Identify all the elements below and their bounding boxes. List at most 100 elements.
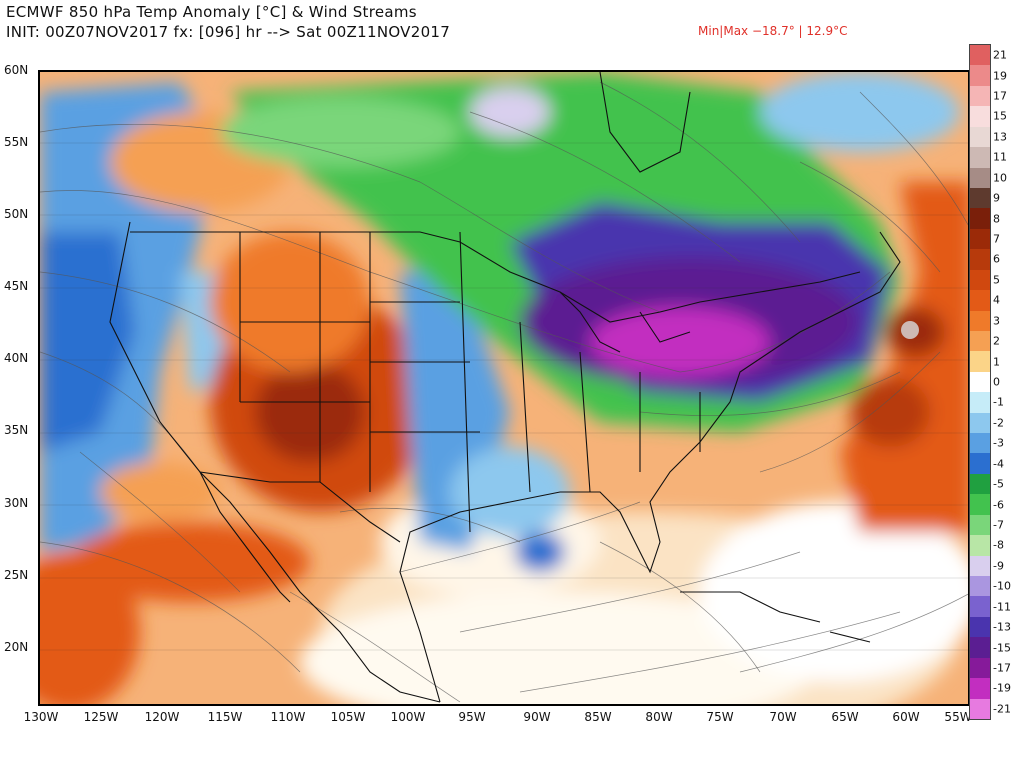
cyclone-core xyxy=(901,321,919,339)
colorbar-tick-label: 4 xyxy=(993,293,1000,307)
colorbar-tick-label: -5 xyxy=(993,477,1004,491)
colorbar-tick-label: 0 xyxy=(993,375,1000,389)
colorbar-tick-label: -19 xyxy=(993,681,1011,695)
colorbar-segment xyxy=(970,657,990,679)
lat-label: 60N xyxy=(4,63,29,77)
colorbar-segment xyxy=(970,45,990,66)
colorbar-tick-label: 9 xyxy=(993,191,1000,205)
colorbar-tick-label: -10 xyxy=(993,579,1011,593)
init-forecast-line: INIT: 00Z07NOV2017 fx: [096] hr --> Sat … xyxy=(6,23,451,41)
lat-label: 55N xyxy=(4,135,29,149)
colorbar-segment xyxy=(970,514,990,536)
lon-label: 125W xyxy=(83,710,119,724)
colorbar-tick-label: 19 xyxy=(993,69,1007,83)
colorbar-tick-label: 17 xyxy=(993,89,1007,103)
colorbar-segment xyxy=(970,535,990,557)
colorbar-tick-label: 15 xyxy=(993,109,1007,123)
colorbar-segment xyxy=(970,555,990,577)
colorbar xyxy=(969,44,991,720)
colorbar-tick-label: -17 xyxy=(993,661,1011,675)
lat-label: 30N xyxy=(4,496,29,510)
colorbar-tick-label: 11 xyxy=(993,150,1007,164)
colorbar-segment xyxy=(970,433,990,454)
map-title: ECMWF 850 hPa Temp Anomaly [°C] & Wind S… xyxy=(6,3,417,21)
colorbar-tick-label: 10 xyxy=(993,171,1007,185)
colorbar-segment xyxy=(970,65,990,87)
colorbar-segment xyxy=(970,473,990,495)
colorbar-segment xyxy=(970,596,990,618)
lon-label: 80W xyxy=(645,710,673,724)
lat-label: 45N xyxy=(4,279,29,293)
colorbar-tick-label: -3 xyxy=(993,436,1004,450)
lat-label: 50N xyxy=(4,207,29,221)
colorbar-segment xyxy=(970,392,990,414)
lat-label: 40N xyxy=(4,351,29,365)
anomaly-field xyxy=(40,72,968,704)
colorbar-segment xyxy=(970,371,990,393)
colorbar-tick-label: -2 xyxy=(993,416,1004,430)
colorbar-tick-label: -9 xyxy=(993,559,1004,573)
lon-label: 70W xyxy=(769,710,797,724)
colorbar-tick-label: -15 xyxy=(993,641,1011,654)
political-boundaries xyxy=(109,72,901,703)
lat-label: 25N xyxy=(4,568,29,582)
lon-label: 130W xyxy=(23,710,59,724)
lon-label: 60W xyxy=(892,710,920,724)
colorbar-segment xyxy=(970,290,990,311)
lon-label: 120W xyxy=(144,710,180,724)
colorbar-tick-label: 8 xyxy=(993,212,1000,226)
colorbar-segment xyxy=(970,85,990,107)
colorbar-tick-label: 13 xyxy=(993,130,1007,144)
lat-label: 35N xyxy=(4,423,29,437)
colorbar-segment xyxy=(970,208,990,230)
colorbar-segment xyxy=(970,576,990,597)
colorbar-segment xyxy=(970,637,990,659)
lon-label: 105W xyxy=(330,710,366,724)
anomaly-map xyxy=(38,70,970,706)
colorbar-segment xyxy=(970,494,990,516)
colorbar-segment xyxy=(970,126,990,148)
lon-label: 55W xyxy=(944,710,972,724)
lon-label: 90W xyxy=(523,710,551,724)
colorbar-tick-label: 6 xyxy=(993,252,1000,266)
colorbar-segment xyxy=(970,351,990,373)
lat-label: 20N xyxy=(4,640,29,654)
colorbar-tick-label: 7 xyxy=(993,232,1000,246)
lon-label: 85W xyxy=(584,710,612,724)
colorbar-tick-label: -21 xyxy=(993,702,1011,716)
colorbar-segment xyxy=(970,310,990,332)
colorbar-tick-label: -8 xyxy=(993,538,1004,552)
lon-label: 110W xyxy=(270,710,306,724)
colorbar-segment xyxy=(970,147,990,169)
colorbar-segment xyxy=(970,228,990,250)
colorbar-segment xyxy=(970,678,990,700)
colorbar-segment xyxy=(970,167,990,189)
colorbar-segment xyxy=(970,249,990,271)
colorbar-tick-label: -13 xyxy=(993,620,1011,634)
lon-label: 65W xyxy=(831,710,859,724)
colorbar-segment xyxy=(970,187,990,209)
colorbar-segment xyxy=(970,412,990,434)
colorbar-tick-label: 3 xyxy=(993,314,1000,328)
map-canvas xyxy=(40,72,968,704)
colorbar-segment xyxy=(970,616,990,638)
colorbar-tick-label: -1 xyxy=(993,395,1004,409)
lon-label: 115W xyxy=(207,710,243,724)
min-max-readout: Min|Max −18.7° | 12.9°C xyxy=(698,24,848,38)
lon-label: 95W xyxy=(458,710,486,724)
colorbar-tick-label: 2 xyxy=(993,334,1000,348)
lon-label: 75W xyxy=(706,710,734,724)
colorbar-tick-label: -6 xyxy=(993,498,1004,512)
colorbar-segment xyxy=(970,330,990,352)
colorbar-tick-label: 21 xyxy=(993,48,1007,62)
colorbar-tick-label: 1 xyxy=(993,355,1000,369)
colorbar-segment xyxy=(970,698,990,719)
colorbar-tick-label: -11 xyxy=(993,600,1011,614)
colorbar-tick-label: -4 xyxy=(993,457,1004,471)
colorbar-segment xyxy=(970,453,990,475)
colorbar-segment xyxy=(970,269,990,291)
lon-label: 100W xyxy=(390,710,426,724)
colorbar-segment xyxy=(970,106,990,128)
colorbar-tick-label: -7 xyxy=(993,518,1004,532)
graticule xyxy=(40,142,968,651)
